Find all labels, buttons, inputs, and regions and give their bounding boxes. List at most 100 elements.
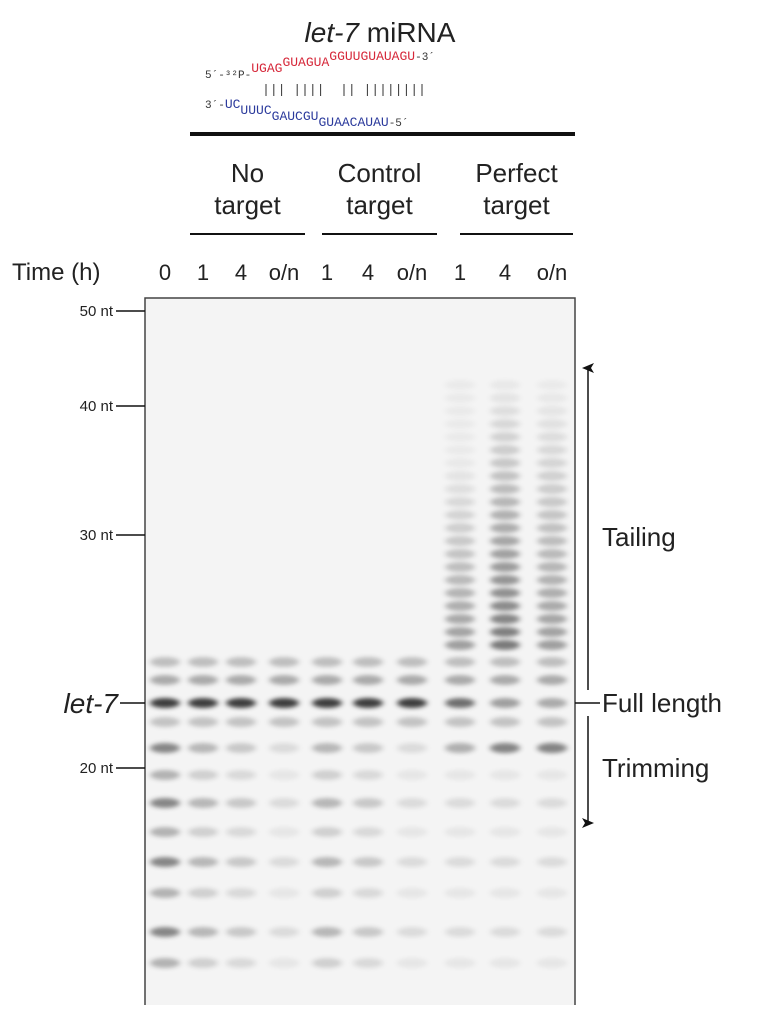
band [445,484,475,494]
band [445,523,475,533]
band [312,717,342,727]
band [188,798,218,808]
band [445,419,475,429]
band [445,627,475,637]
band [188,743,218,753]
band [537,588,567,598]
band [445,497,475,507]
band [397,657,427,667]
lane-label: o/n [269,260,300,285]
title-suffix: miRNA [367,17,456,48]
time-label: Time (h) [12,259,100,286]
band [445,770,475,780]
band [537,798,567,808]
band [490,497,520,507]
group-label: target [214,190,281,220]
band [537,458,567,468]
band [445,510,475,520]
band [490,827,520,837]
band [490,958,520,968]
band [537,406,567,416]
band [537,888,567,898]
band [269,958,299,968]
band [490,698,520,708]
band [269,743,299,753]
band [445,588,475,598]
band [445,698,475,708]
band [269,857,299,867]
band [269,927,299,937]
sequence-segment: G [318,115,326,130]
band [353,675,383,685]
band [445,827,475,837]
band [397,927,427,937]
band [397,770,427,780]
band [226,770,256,780]
band [150,698,180,708]
band [537,927,567,937]
band [490,406,520,416]
band [312,770,342,780]
band [226,717,256,727]
band [445,562,475,572]
band [490,380,520,390]
band [537,562,567,572]
band [397,857,427,867]
band [537,827,567,837]
sequence-segment: G [272,109,280,124]
band [353,657,383,667]
band [537,770,567,780]
group-label: Control [338,158,422,188]
annotation: Tailing [602,522,676,552]
lane-label: 4 [235,260,247,285]
band [353,857,383,867]
lane-label: 0 [159,260,171,285]
band [397,888,427,898]
band [537,523,567,533]
band [445,675,475,685]
band [490,675,520,685]
band [445,927,475,937]
band [312,958,342,968]
top-strand: 5´-³²P-UGAGGUAGUAGGUUGUAUAGU-3´ [205,49,435,82]
band [490,445,520,455]
lane-label: o/n [397,260,428,285]
sequence-segment: U [240,103,248,118]
band [490,484,520,494]
band [490,857,520,867]
band [312,698,342,708]
band [150,888,180,898]
band [150,717,180,727]
band [397,698,427,708]
band [188,770,218,780]
size-marker: 50 nt [80,303,114,320]
band [445,717,475,727]
band [226,827,256,837]
band [312,857,342,867]
band [226,888,256,898]
strand-end: 3´- [205,99,225,112]
markers: 50 nt 40 nt 30 nt let-7 20 nt [64,303,145,777]
band [150,958,180,968]
band [490,888,520,898]
band [537,640,567,650]
band [537,393,567,403]
band [445,471,475,481]
band [490,562,520,572]
band [537,627,567,637]
band [537,510,567,520]
band [353,927,383,937]
band [537,497,567,507]
strand-end: 5´-³²P- [205,69,251,82]
band [226,958,256,968]
band [312,798,342,808]
band [188,927,218,937]
band [269,657,299,667]
band [537,484,567,494]
group-label: Perfect [475,158,558,188]
band [490,770,520,780]
band [490,536,520,546]
sequence-segment: GUUGUAUAGU [337,49,415,64]
band [150,827,180,837]
